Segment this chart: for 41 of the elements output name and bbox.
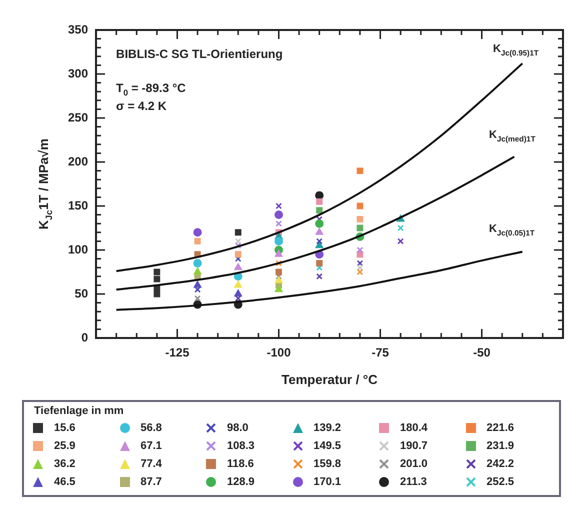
legend-label: 242.2 [486,458,514,470]
x-axis-title: Temperatur / °C [282,372,378,387]
y-tick-label: 350 [68,22,88,36]
legend-label: 201.0 [400,458,428,470]
y-tick-label: 100 [68,242,88,256]
legend-label: 77.4 [140,458,162,470]
legend-label: 252.5 [486,476,514,488]
y-tick-label: 50 [74,286,88,300]
legend-title: Tiefenlage in mm [34,405,125,417]
legend-label: 190.7 [400,440,428,452]
legend-label: 180.4 [400,422,428,434]
x-tick-label: -100 [266,346,292,360]
x-tick-label: -125 [165,346,190,360]
legend-label: 159.8 [314,458,342,470]
x-tick-label: -50 [473,346,491,360]
legend-label: 15.6 [54,422,76,434]
legend-label: 149.5 [314,440,342,452]
legend-label: 87.7 [140,476,162,488]
legend-label: 25.9 [54,440,76,452]
legend-label: 108.3 [227,440,255,452]
legend-label: 211.3 [400,476,427,488]
legend-label: 67.1 [140,440,162,452]
y-tick-label: 250 [68,110,88,124]
annotation: σ = 4.2 K [116,99,167,113]
y-axis-title: KJc1T / MPa√m [36,138,54,230]
legend-label: 231.9 [486,440,514,452]
legend-label: 36.2 [54,458,76,470]
legend-label: 221.6 [486,422,514,434]
y-tick-label: 0 [81,330,88,344]
y-tick-label: 200 [68,154,88,168]
legend-label: 98.0 [227,422,248,434]
legend-label: 128.9 [227,476,255,488]
x-tick-label: -75 [372,346,390,360]
legend-label: 56.8 [140,422,162,434]
y-tick-label: 300 [68,66,88,80]
legend-label: 118.6 [227,458,254,470]
annotation: BIBLIS-C SG TL-Orientierung [116,47,283,61]
legend-label: 46.5 [54,476,76,488]
y-tick-label: 150 [68,198,88,212]
legend-label: 139.2 [314,422,342,434]
legend-label: 170.1 [314,476,342,488]
